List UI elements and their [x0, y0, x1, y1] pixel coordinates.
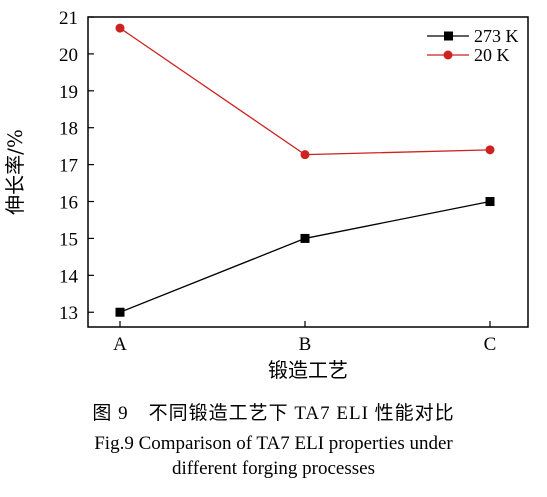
series-markers [115, 23, 495, 317]
legend-label: 20 K [474, 45, 510, 65]
plot-area-frame [87, 16, 529, 328]
figure-caption-chinese: 图 9 不同锻造工艺下 TA7 ELI 性能对比 [92, 403, 455, 424]
series-line [119, 27, 491, 156]
y-tick-label: 21 [59, 8, 78, 29]
legend: 273 K20 K [427, 26, 519, 65]
data-point [115, 23, 125, 33]
figure-caption-english-line2: different forging processes [172, 458, 375, 479]
y-tick-label: 16 [59, 193, 78, 214]
y-tick-label: 14 [59, 266, 79, 287]
y-axis: 13 14 15 16 17 18 19 20 21 [59, 8, 94, 324]
y-tick-label: 15 [59, 229, 78, 250]
figure-caption-english-line1: Fig.9 Comparison of TA7 ELI properties u… [94, 433, 453, 454]
legend-marker [444, 31, 453, 41]
data-point [485, 197, 495, 207]
x-axis-label: 锻造工艺 [268, 358, 348, 382]
x-tick-label: C [484, 334, 497, 355]
y-tick-label: 18 [59, 119, 78, 140]
series-lines [119, 27, 491, 313]
data-point [300, 233, 310, 243]
legend-label: 273 K [474, 26, 519, 46]
x-tick-label: A [113, 334, 127, 355]
data-point [300, 150, 310, 160]
data-point [115, 307, 125, 317]
data-point [485, 145, 495, 155]
y-axis-label: 伸长率/% [3, 129, 27, 215]
series-line [119, 200, 491, 313]
line-chart: 13 14 15 16 17 18 19 20 21 A B C 273 K20 K 锻造工艺 伸长… [3, 8, 529, 382]
y-tick-label: 19 [59, 82, 78, 103]
y-tick-label: 17 [59, 156, 78, 177]
y-tick-label: 13 [59, 303, 78, 324]
y-tick-label: 20 [59, 45, 78, 66]
x-tick-label: B [299, 334, 312, 355]
x-axis: A B C [113, 321, 496, 355]
legend-marker [443, 50, 453, 60]
